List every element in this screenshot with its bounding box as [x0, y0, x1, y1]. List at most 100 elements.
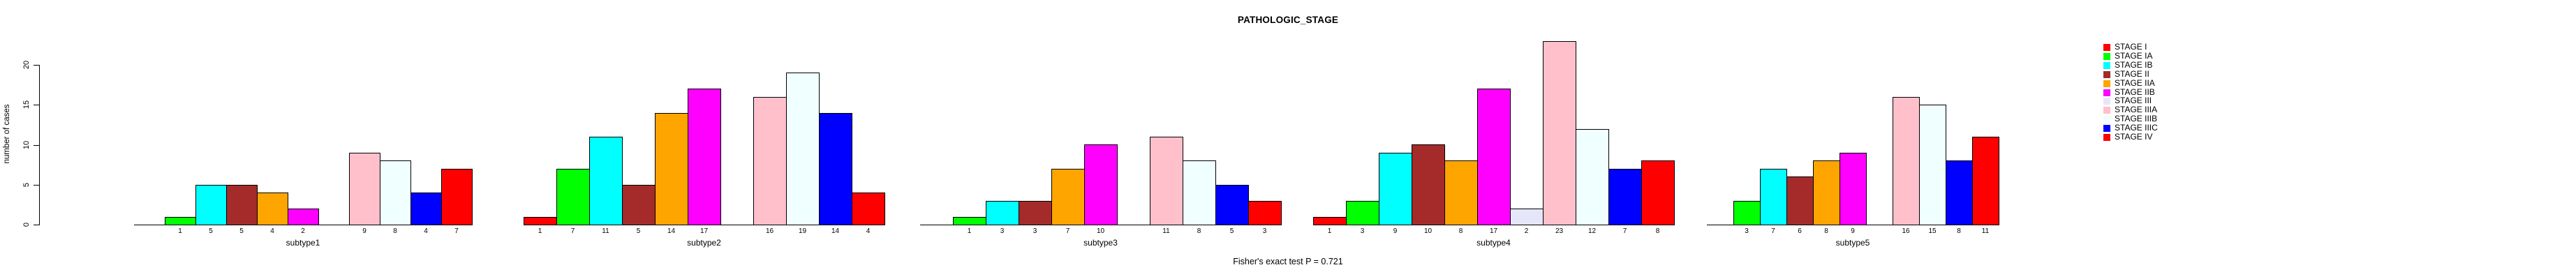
bar-stage-iv: [441, 169, 473, 225]
bar-value-label: 3: [1360, 227, 1365, 235]
bar-stage-ia: [1346, 201, 1379, 225]
bar-value-label: 5: [239, 227, 244, 235]
group-label-subtype1: subtype1: [286, 238, 320, 248]
bar-value-label: 14: [831, 227, 840, 235]
bar-value-label: 5: [636, 227, 641, 235]
bar-value-label: 8: [1458, 227, 1463, 235]
y-tick-label: 15: [22, 100, 31, 110]
y-tick-mark: [34, 65, 39, 66]
bar-value-label: 3: [1000, 227, 1005, 235]
y-tick-label: 5: [22, 182, 31, 188]
legend-swatch: [2103, 89, 2110, 96]
bar-stage-ib: [589, 137, 623, 225]
bar-stage-i: [524, 217, 557, 225]
legend-label: STAGE II: [2115, 69, 2149, 79]
bar-value-label: 5: [1229, 227, 1234, 235]
bar-value-label: 1: [178, 227, 182, 235]
bar-stage-iv: [1641, 160, 1675, 225]
bar-value-label: 7: [1771, 227, 1775, 235]
bar-stage-ii: [226, 185, 258, 225]
legend-row: STAGE IIB: [2103, 88, 2155, 97]
bar-value-label: 8: [1655, 227, 1660, 235]
legend-label: STAGE I: [2115, 42, 2147, 52]
bar-stage-ii: [1019, 201, 1052, 225]
legend-label: STAGE IIIC: [2115, 123, 2158, 133]
y-tick-label: 20: [22, 60, 31, 70]
bar-stage-i: [1313, 217, 1347, 225]
bar-value-label: 10: [1096, 227, 1105, 235]
group-label-subtype4: subtype4: [1476, 238, 1511, 248]
legend-label: STAGE III: [2115, 96, 2152, 105]
bar-stage-iia: [1051, 169, 1085, 225]
group-label-subtype3: subtype3: [1083, 238, 1118, 248]
bar-value-label: 4: [866, 227, 871, 235]
legend-swatch: [2103, 133, 2110, 141]
bar-value-label: 6: [1798, 227, 1802, 235]
bar-stage-iiia: [753, 97, 787, 225]
legend-row: STAGE IIA: [2103, 79, 2155, 88]
bar-stage-iib: [1840, 153, 1867, 225]
bar-stage-ib: [1760, 169, 1787, 225]
y-tick-label: 0: [22, 222, 31, 227]
bar-value-label: 15: [1928, 227, 1937, 235]
bar-stage-ia: [165, 217, 196, 225]
bar-value-label: 7: [1622, 227, 1627, 235]
bar-stage-iia: [1444, 160, 1478, 225]
legend-swatch: [2103, 115, 2110, 123]
bar-value-label: 7: [454, 227, 459, 235]
bar-value-label: 10: [1423, 227, 1433, 235]
chart-title: PATHOLOGIC_STAGE: [1237, 15, 1339, 25]
bar-value-label: 1: [1327, 227, 1332, 235]
legend-row: STAGE IIIB: [2103, 114, 2157, 123]
bar-stage-ii: [1412, 144, 1445, 225]
bar-stage-ii: [1786, 176, 1814, 225]
y-tick-mark: [34, 185, 39, 186]
bar-value-label: 11: [1162, 227, 1170, 235]
bar-stage-ia: [1733, 201, 1761, 225]
bar-value-label: 11: [602, 227, 609, 235]
legend-row: STAGE II: [2103, 70, 2149, 79]
bar-stage-iv: [1248, 201, 1282, 225]
y-tick-mark: [34, 145, 39, 146]
bar-value-label: 1: [967, 227, 972, 235]
bar-stage-iiia: [1150, 137, 1183, 225]
bar-stage-iib: [1084, 144, 1118, 225]
legend-swatch: [2103, 61, 2110, 69]
bar-stage-iia: [1813, 160, 1840, 225]
bar-value-label: 1: [538, 227, 542, 235]
legend-swatch: [2103, 52, 2110, 60]
bar-value-label: 3: [1262, 227, 1267, 235]
y-axis-label: number of cases: [3, 104, 11, 164]
legend-swatch: [2103, 70, 2110, 78]
bar-value-label: 12: [1587, 227, 1597, 235]
bar-stage-iib: [288, 209, 319, 225]
bar-value-label: 11: [1981, 227, 1990, 235]
bar-value-label: 2: [301, 227, 305, 235]
legend-swatch: [2103, 97, 2110, 105]
legend-label: STAGE IV: [2115, 132, 2153, 142]
bar-stage-ib: [1379, 153, 1412, 225]
fisher-test-annotation: Fisher's exact test P = 0.721: [1233, 257, 1343, 266]
bar-value-label: 7: [570, 227, 575, 235]
legend-label: STAGE IB: [2115, 60, 2153, 70]
bar-value-label: 9: [1851, 227, 1855, 235]
bar-value-label: 8: [1197, 227, 1201, 235]
bar-stage-iia: [655, 113, 688, 225]
legend-label: STAGE IIIB: [2115, 114, 2158, 123]
bar-stage-iiib: [786, 73, 820, 225]
bar-stage-iiia: [349, 153, 380, 225]
bar-stage-ii: [622, 185, 656, 225]
legend-label: STAGE IIA: [2115, 78, 2155, 88]
legend-row: STAGE I: [2103, 43, 2147, 52]
legend-label: STAGE IIB: [2115, 87, 2155, 97]
bar-stage-ib: [195, 185, 227, 225]
bar-stage-iiic: [819, 113, 852, 225]
legend-swatch: [2103, 80, 2110, 87]
legend-row: STAGE IIIC: [2103, 123, 2158, 133]
bar-stage-iib: [1477, 89, 1511, 225]
bar-stage-iiic: [1608, 169, 1642, 225]
bar-stage-iia: [257, 193, 288, 225]
legend-label: STAGE IA: [2115, 51, 2153, 61]
bar-value-label: 5: [209, 227, 213, 235]
